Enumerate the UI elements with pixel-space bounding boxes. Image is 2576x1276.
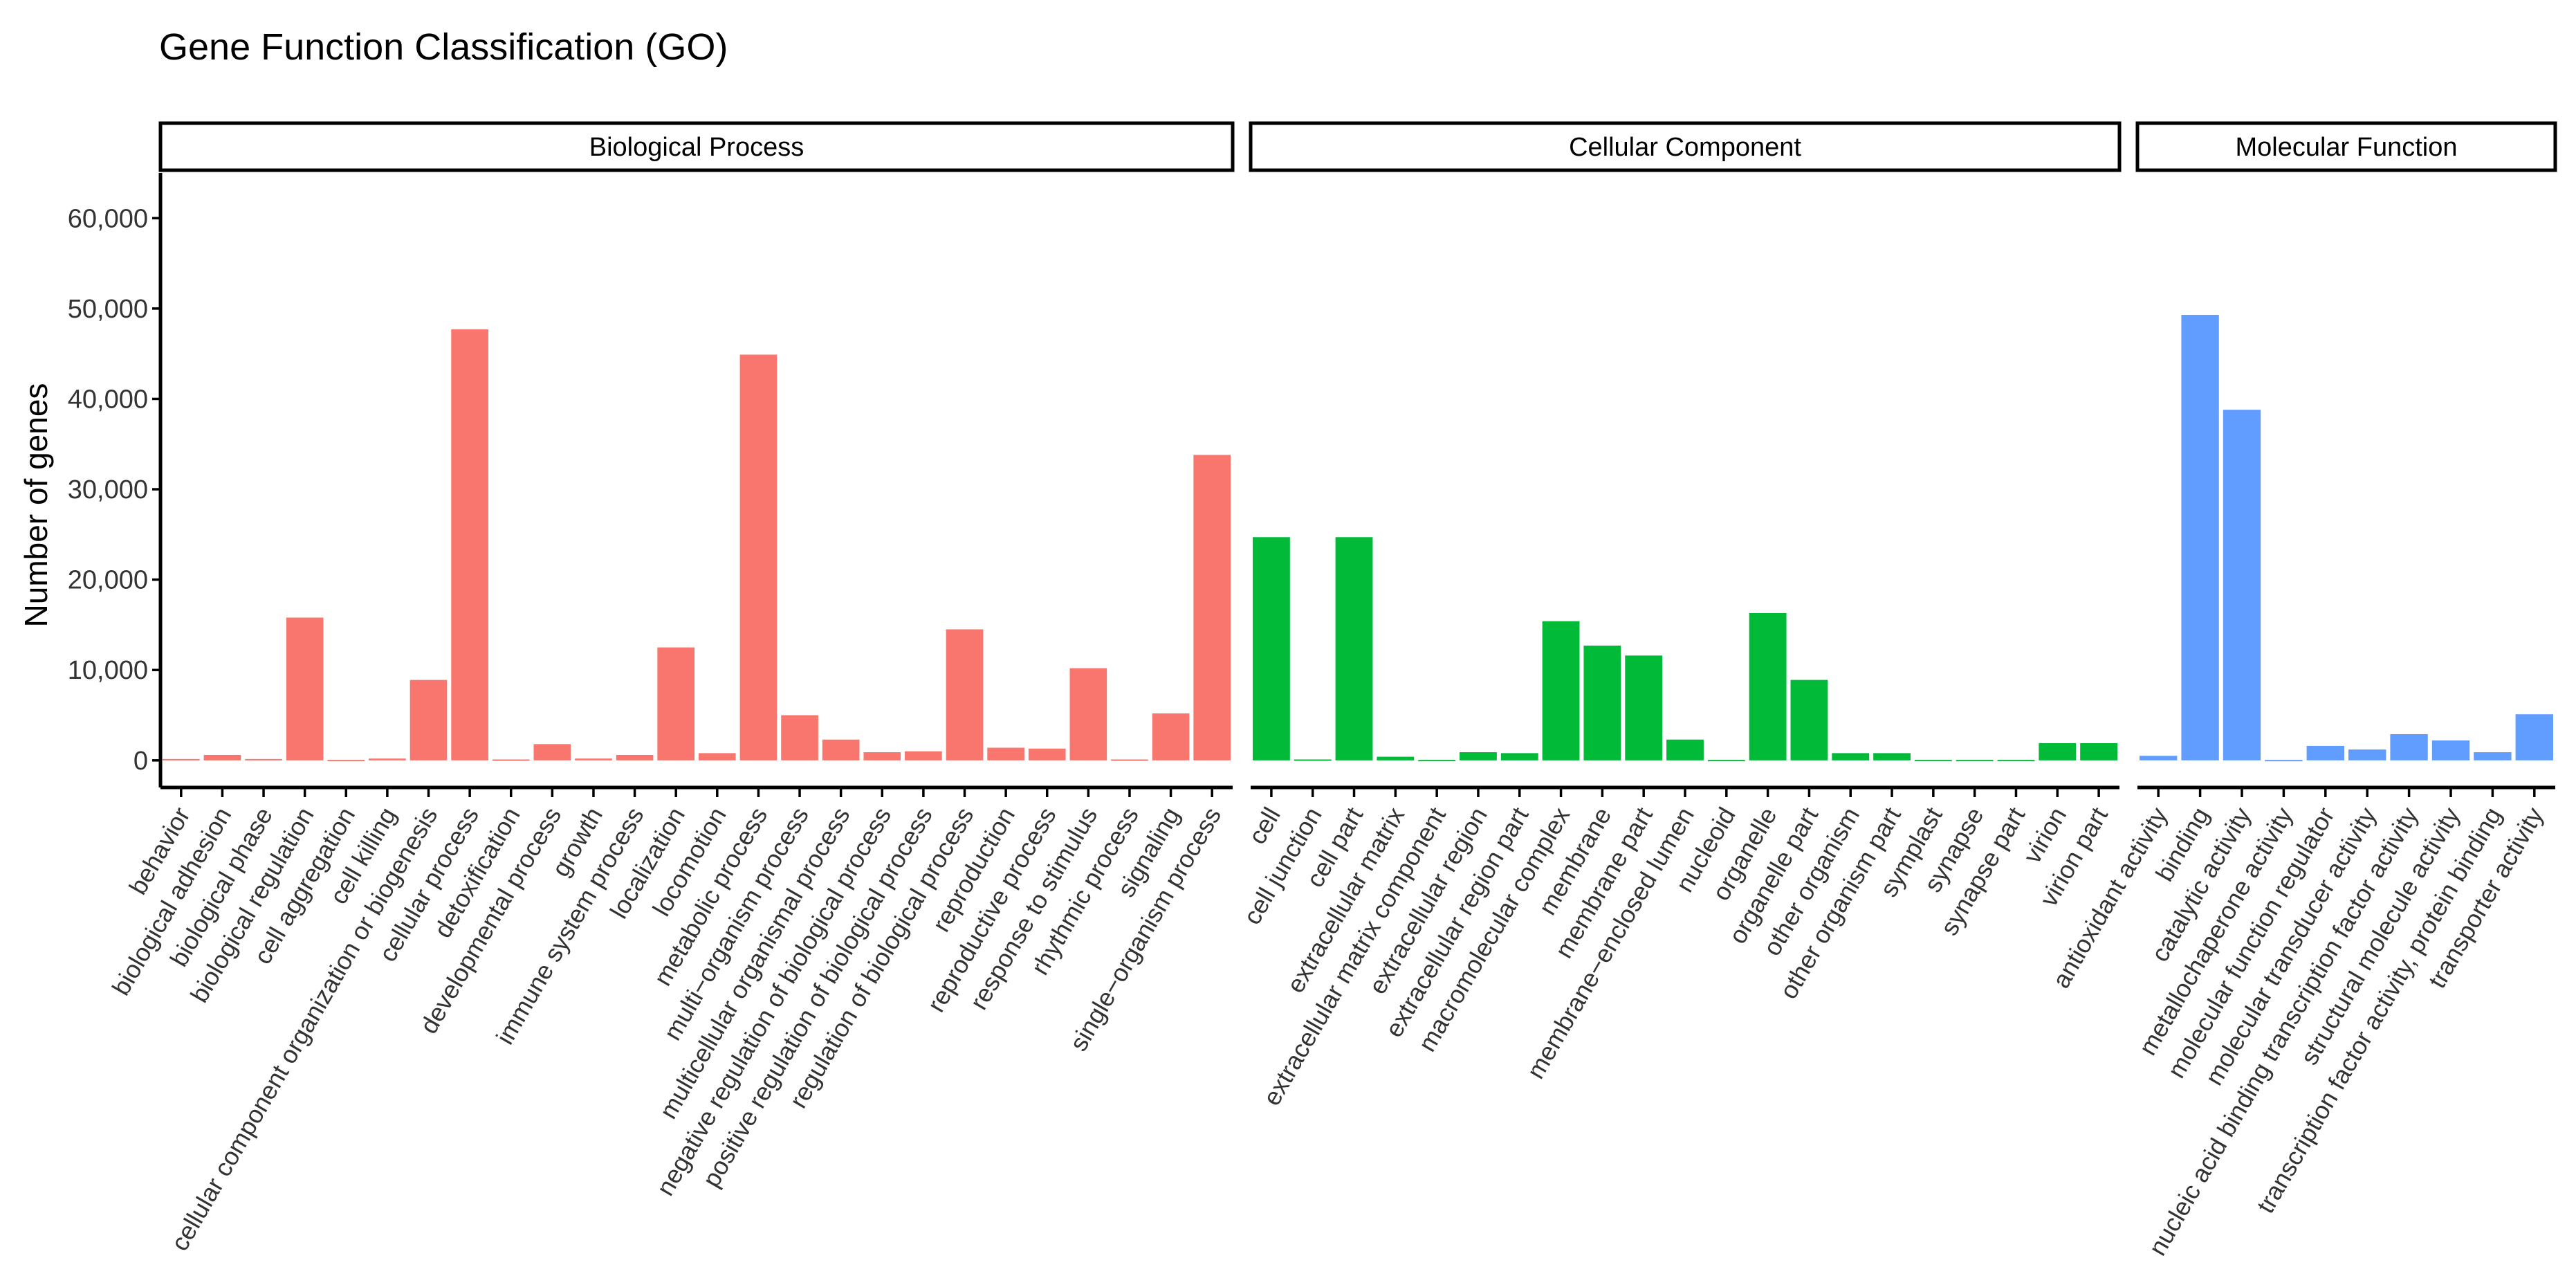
bar-synapse-part — [1997, 760, 2035, 762]
bar-single-organism-process — [1193, 455, 1231, 760]
bar-cellular-component-organization-or-biogenesis — [410, 680, 448, 760]
bar-transcription-factor-activity-protein-binding — [2474, 752, 2512, 760]
bar-nucleic-acid-binding-transcription-factor-activity — [2390, 733, 2428, 760]
bar-organelle — [1749, 612, 1787, 760]
bar-growth — [575, 758, 612, 760]
bar-synapse — [1956, 760, 1994, 762]
chart-title: Gene Function Classification (GO) — [159, 26, 728, 68]
facet-panels: 0 10,000 20,000 30,000 40,000 50,000 60,000 Bio… — [68, 121, 2557, 1260]
y-tick-label: 40,000 — [68, 385, 148, 414]
bar-nucleoid — [1707, 760, 1745, 762]
bar-regulation-of-biological-process — [946, 629, 984, 760]
bar-cell-killing — [369, 758, 406, 760]
bar-molecular-function-regulator — [2306, 745, 2344, 760]
bar-transporter-activity — [2515, 714, 2553, 760]
bar-cell — [1252, 537, 1290, 760]
y-tick-label: 50,000 — [68, 295, 148, 324]
bar-signaling — [1152, 713, 1190, 760]
y-tick-label: 20,000 — [68, 566, 148, 595]
bar-virion-part — [2080, 743, 2118, 760]
bar-molecular-transducer-activity — [2348, 749, 2386, 760]
bar-organelle-part — [1790, 680, 1828, 760]
bar-reproduction — [987, 747, 1024, 760]
bar-extracellular-matrix-component — [1418, 760, 1456, 762]
bar-binding — [2181, 315, 2219, 760]
bar-biological-regulation — [286, 617, 324, 760]
bar-biological-phase — [245, 758, 282, 760]
bar-membrane — [1583, 645, 1621, 760]
bar-behavior — [162, 758, 200, 760]
bar-extracellular-matrix — [1377, 756, 1415, 760]
bar-immune-system-process — [616, 754, 654, 760]
facet-strip-biological-process — [158, 121, 1235, 172]
bar-reproductive-process — [1028, 748, 1066, 760]
bar-cellular-process — [451, 329, 488, 760]
bar-rhythmic-process — [1111, 759, 1148, 761]
bar-metabolic-process — [739, 354, 778, 760]
bar-membrane-enclosed-lumen — [1666, 739, 1704, 760]
bar-extracellular-region-part — [1500, 753, 1538, 760]
bar-structural-molecule-activity — [2431, 740, 2470, 760]
facet-strip-molecular-function — [2135, 121, 2557, 172]
y-tick-label: 0 — [134, 747, 148, 776]
bar-macromolecular-complex — [1542, 621, 1580, 760]
bar-catalytic-activity — [2223, 410, 2261, 760]
bar-virion — [2039, 743, 2077, 760]
bar-metallochaperone-activity — [2265, 760, 2303, 762]
bar-localization — [657, 647, 695, 760]
y-tick-label: 10,000 — [68, 656, 148, 685]
facet-label-biological-process: Biological Process — [589, 133, 804, 162]
bar-negative-regulation-of-biological-process — [863, 752, 901, 760]
facet-label-molecular-function: Molecular Function — [2235, 133, 2457, 162]
bar-extracellular-region — [1460, 752, 1497, 760]
y-axis-label: Number of genes — [18, 383, 54, 628]
bar-response-to-stimulus — [1069, 668, 1107, 760]
facet-label-cellular-component: Cellular Component — [1569, 133, 1801, 162]
bar-cell-junction — [1294, 759, 1332, 761]
bar-biological-adhesion — [203, 754, 241, 760]
bar-other-organism-part — [1873, 753, 1911, 760]
bar-cell-aggregation — [327, 760, 365, 762]
bar-positive-regulation-of-biological-process — [905, 751, 942, 760]
bar-antioxidant-activity — [2140, 756, 2178, 760]
bar-cell-part — [1335, 537, 1373, 760]
bar-locomotion — [698, 753, 736, 760]
bar-membrane-part — [1625, 655, 1663, 760]
bar-multicellular-organismal-process — [822, 739, 860, 760]
y-tick-label: 60,000 — [68, 204, 148, 233]
bar-symplast — [1914, 760, 1952, 762]
bar-multi-organism-process — [781, 715, 818, 760]
bar-detoxification — [492, 759, 530, 761]
bar-other-organism — [1832, 753, 1870, 760]
facet-strip-cellular-component — [1249, 121, 2122, 172]
bar-developmental-process — [533, 744, 571, 760]
y-tick-label: 30,000 — [68, 475, 148, 504]
